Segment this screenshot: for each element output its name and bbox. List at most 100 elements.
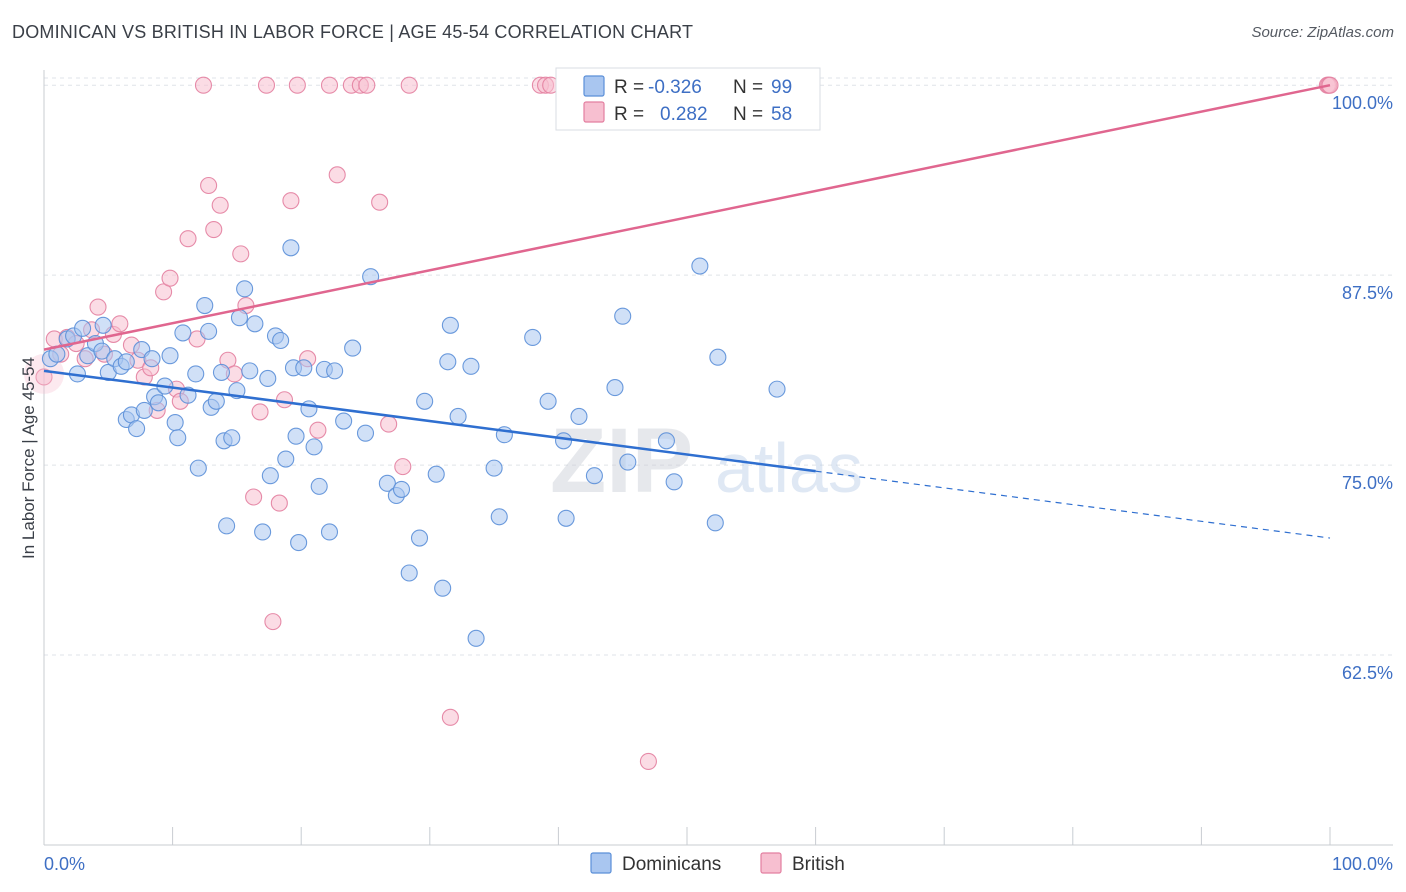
data-point: [665, 473, 683, 491]
data-point: [236, 280, 254, 298]
data-point: [196, 296, 214, 315]
data-point: [277, 450, 295, 468]
data-point: [439, 353, 457, 371]
data-point: [288, 76, 306, 94]
data-point: [189, 459, 207, 477]
data-point: [111, 315, 129, 333]
data-point: [619, 453, 637, 471]
x-tick-label: 0.0%: [44, 854, 85, 874]
data-point: [416, 392, 434, 410]
legend-r-value: 0.282: [660, 104, 708, 125]
bottom-legend: Dominicans British: [590, 852, 845, 875]
x-tick-label: 100.0%: [1332, 854, 1393, 874]
data-point: [344, 339, 362, 357]
data-point: [371, 193, 389, 211]
data-point: [200, 322, 218, 340]
data-point: [335, 412, 353, 430]
data-point: [211, 196, 229, 214]
data-point: [295, 359, 313, 377]
data-point: [557, 509, 575, 527]
data-point: [441, 708, 459, 726]
data-point: [259, 369, 277, 388]
y-tick-label: 75.0%: [1342, 473, 1393, 493]
data-point: [230, 309, 249, 327]
data-point: [128, 420, 146, 438]
data-point: [246, 315, 264, 333]
data-point: [639, 752, 657, 770]
data-point: [207, 392, 225, 410]
data-point: [270, 494, 288, 512]
data-point: [169, 429, 187, 447]
chart-title: DOMINICAN VS BRITISH IN LABOR FORCE | AG…: [12, 22, 694, 42]
data-point: [441, 316, 459, 334]
trend-line-dominicans: [43, 369, 816, 473]
x-tick-labels: 0.0% 100.0%: [44, 854, 1393, 874]
data-point: [74, 319, 92, 337]
axes: [43, 70, 1393, 846]
legend-box: R = -0.326 N = 99 R = 0.282 N = 58: [555, 67, 821, 131]
data-point: [691, 257, 709, 275]
data-point: [400, 76, 418, 94]
data-point: [467, 629, 485, 647]
data-point: [166, 413, 184, 432]
data-point: [251, 403, 269, 421]
data-point: [378, 474, 396, 492]
y-tick-label: 100.0%: [1332, 93, 1393, 113]
data-point: [309, 421, 327, 439]
data-point: [410, 529, 429, 547]
data-point: [282, 239, 300, 257]
data-point: [585, 467, 603, 485]
data-point: [290, 534, 308, 552]
legend-n-label: N =: [733, 104, 763, 125]
data-point: [223, 429, 241, 447]
data-point: [179, 230, 197, 248]
trend-lines: [43, 83, 1331, 539]
data-point: [490, 508, 508, 526]
data-point: [358, 76, 376, 94]
data-point: [570, 407, 588, 426]
data-point: [356, 424, 375, 442]
data-point: [392, 480, 411, 498]
data-point: [117, 353, 135, 371]
data-point: [380, 415, 398, 433]
data-point: [241, 362, 259, 380]
data-point: [485, 459, 503, 477]
data-point: [427, 465, 445, 483]
data-point: [149, 394, 168, 412]
data-point: [462, 357, 480, 375]
data-point: [394, 458, 412, 476]
data-point: [554, 432, 573, 450]
data-point: [143, 350, 161, 368]
data-point: [606, 379, 624, 397]
data-point: [187, 365, 205, 383]
dominican-points: [41, 239, 786, 647]
data-point: [93, 342, 111, 360]
data-point: [706, 514, 724, 532]
data-point: [524, 328, 542, 347]
data-point: [282, 192, 300, 210]
data-point: [275, 391, 294, 409]
data-point: [218, 517, 236, 535]
data-point: [434, 579, 452, 597]
data-point: [35, 368, 53, 386]
data-point: [94, 316, 112, 334]
legend-n-label: N =: [733, 77, 763, 98]
y-axis-title: In Labor Force | Age 45-54: [19, 357, 38, 559]
data-point: [161, 269, 179, 287]
data-point: [305, 438, 323, 456]
data-point: [328, 166, 346, 184]
bottom-legend-british: British: [792, 854, 845, 875]
data-point: [261, 467, 279, 485]
y-tick-labels: 62.5% 75.0% 87.5% 100.0%: [1332, 93, 1393, 683]
data-point: [232, 245, 250, 263]
data-point: [155, 283, 173, 301]
legend-r-label: R =: [614, 104, 644, 125]
data-point: [287, 427, 305, 445]
data-point: [205, 221, 223, 239]
data-point: [254, 523, 272, 541]
legend-n-value: 58: [771, 104, 792, 125]
data-point: [768, 380, 786, 398]
data-point: [212, 363, 231, 381]
legend-r-label: R =: [614, 77, 644, 98]
